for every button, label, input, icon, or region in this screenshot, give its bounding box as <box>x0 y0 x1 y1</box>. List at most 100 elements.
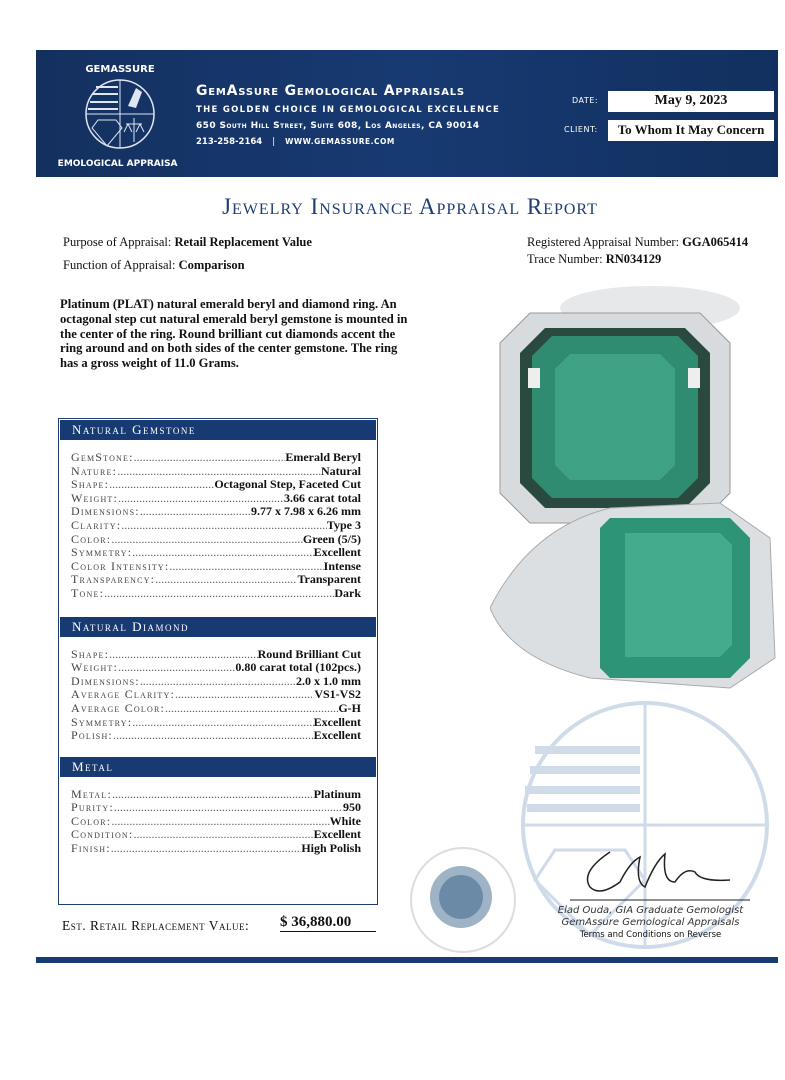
phone: 213-258-2164 <box>196 137 263 147</box>
signature-block: Elad Ouda, GIA Graduate Gemologist GemAs… <box>543 905 758 941</box>
spec-label: Dimensions: <box>71 673 140 688</box>
dot-leader <box>114 801 343 815</box>
spec-row: Weight: 3.66 carat total <box>71 490 361 506</box>
registration-label: Registered Appraisal Number: <box>527 235 680 249</box>
spec-label: Purity: <box>71 800 114 815</box>
spec-row: Condition: Excellent <box>71 828 361 842</box>
purpose-value: Retail Replacement Value <box>174 235 312 249</box>
dot-leader <box>109 478 214 492</box>
spec-label: Shape: <box>71 477 110 492</box>
spec-value: 950 <box>343 800 361 815</box>
spec-value: VS1-VS2 <box>314 687 361 702</box>
trace-number: RN034129 <box>605 252 662 266</box>
spec-row: Polish: Excellent <box>71 728 361 743</box>
hologram-seal <box>410 847 516 953</box>
spec-label: Clarity: <box>71 517 122 532</box>
spec-label: Average Clarity: <box>71 687 175 702</box>
spec-value: 0.80 carat total (102pcs.) <box>235 660 361 675</box>
spec-label: Weight: <box>71 660 119 675</box>
spec-value: Excellent <box>313 728 361 743</box>
dot-leader <box>121 519 327 533</box>
specifications-table: Natural Gemstone GemStone:Emerald BerylN… <box>58 418 378 905</box>
spec-label: Color Intensity: <box>71 558 170 573</box>
dot-leader <box>113 729 314 743</box>
spec-value: Dark <box>334 585 361 600</box>
dot-leader <box>117 465 321 479</box>
spec-value: Excellent <box>313 827 361 842</box>
diamond-rows: Shape: Round Brilliant Cut Weight: 0.80 car… <box>59 638 377 753</box>
spec-row: Clarity: Type 3 <box>71 517 361 533</box>
dot-leader <box>140 675 296 689</box>
registration-line: Registered Appraisal Number: GGA065414 <box>527 235 748 250</box>
ring-photos <box>490 286 776 689</box>
date-label: DATE: <box>572 96 599 105</box>
spec-row: Nature: Natural <box>71 464 361 479</box>
spec-row: Tone: Dark <box>71 585 361 601</box>
est-value-label: Est. Retail Replacement Value: <box>62 918 250 933</box>
spec-row: Finish: High Polish <box>71 841 361 856</box>
header-banner: GEMASSURE GEMOLOGICAL APPRAISALS GemAssu… <box>36 50 778 177</box>
page-title: Jewelry Insurance Appraisal Report <box>222 194 598 219</box>
spec-row: Symmetry: Excellent <box>71 714 361 730</box>
spec-value: Round Brilliant Cut <box>257 646 361 661</box>
appraiser-name: Elad Ouda, GIA Graduate Gemologist <box>557 905 744 916</box>
metal-section-header: Metal <box>60 756 376 777</box>
website-link[interactable]: www.gemassure.com <box>285 137 395 146</box>
spec-value: Green (5/5) <box>302 531 361 546</box>
gemstone-rows: GemStone:Emerald BerylNature:NaturalShap… <box>59 441 377 611</box>
svg-text:GEMASSURE: GEMASSURE <box>85 64 155 75</box>
est-value-amount: $ 36,880.00 <box>280 914 376 932</box>
spec-value: Type 3 <box>326 517 361 532</box>
terms-link[interactable]: Terms and Conditions on Reverse <box>579 930 722 940</box>
spec-row: GemStone: Emerald Beryl <box>71 450 361 465</box>
svg-text:GEMOLOGICAL APPRAISALS: GEMOLOGICAL APPRAISALS <box>58 159 178 169</box>
spec-label: GemStone: <box>71 450 134 464</box>
ring-top-view <box>499 286 740 524</box>
spec-row: Shape: Round Brilliant Cut <box>71 646 361 662</box>
dot-leader <box>111 842 302 856</box>
footer-bar <box>36 957 778 963</box>
dot-leader <box>118 661 235 675</box>
trace-label: Trace Number: <box>527 252 603 266</box>
spec-label: Finish: <box>71 841 111 856</box>
spec-label: Shape: <box>71 646 110 661</box>
item-description: Platinum (PLAT) natural emerald beryl an… <box>60 297 408 371</box>
spec-row: Dimensions: 9.77 x 7.98 x 6.26 mm <box>71 505 361 519</box>
registration-number: GGA065414 <box>682 235 749 249</box>
signature-image <box>570 851 750 901</box>
company-logo-seal: GEMASSURE GEMOLOGICAL APPRAISALS <box>58 64 178 169</box>
dot-leader <box>169 560 323 574</box>
spec-value: 9.77 x 7.98 x 6.26 mm <box>251 504 361 519</box>
spec-row: Transparency: Transparent <box>71 573 361 587</box>
dot-leader <box>132 716 313 730</box>
spec-value: 3.66 carat total <box>284 490 361 505</box>
separator: | <box>272 137 276 147</box>
trace-line: Trace Number: RN034129 <box>527 252 661 267</box>
spec-label: Symmetry: <box>71 714 133 729</box>
spec-label: Condition: <box>71 827 134 842</box>
spec-label: Dimensions: <box>71 504 140 519</box>
spec-value: High Polish <box>301 841 361 856</box>
dot-leader <box>111 533 303 547</box>
spec-row: Dimensions: 2.0 x 1.0 mm <box>71 673 361 689</box>
spec-value: Excellent <box>313 545 361 560</box>
spec-value: Octagonal Step, Faceted Cut <box>214 477 361 492</box>
dot-leader <box>140 505 251 519</box>
spec-row: Shape: Octagonal Step, Faceted Cut <box>71 478 361 492</box>
spec-value: G-H <box>338 700 361 715</box>
dot-leader <box>109 648 258 662</box>
spec-label: Tone: <box>71 585 105 600</box>
dot-leader <box>155 573 297 587</box>
spec-row: Average Color: G-H <box>71 700 361 716</box>
spec-label: Metal: <box>71 786 113 801</box>
metal-rows: Metal:PlatinumPurity:950Color:WhiteCondi… <box>59 778 377 856</box>
dot-leader <box>118 492 284 506</box>
spec-value: White <box>329 813 361 828</box>
dot-leader <box>133 828 313 842</box>
spec-label: Average Color: <box>71 700 166 715</box>
spec-value: 2.0 x 1.0 mm <box>296 673 361 688</box>
purpose-line: Purpose of Appraisal: Retail Replacement… <box>63 235 312 250</box>
spec-label: Weight: <box>71 490 119 505</box>
spec-label: Color: <box>71 813 112 828</box>
date-field: May 9, 2023 <box>608 91 774 112</box>
